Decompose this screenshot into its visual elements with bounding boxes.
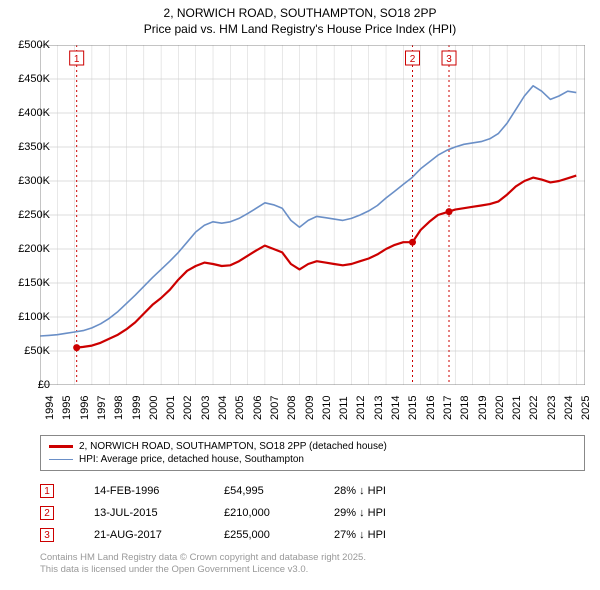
x-tick-label: 1999 — [131, 396, 143, 420]
x-tick-label: 2005 — [234, 396, 246, 420]
sale-price: £54,995 — [224, 485, 334, 497]
legend: 2, NORWICH ROAD, SOUTHAMPTON, SO18 2PP (… — [40, 435, 585, 471]
x-tick-label: 2011 — [338, 396, 350, 420]
x-tick-label: 1997 — [96, 396, 108, 420]
legend-swatch — [49, 459, 73, 461]
y-tick-label: £400K — [5, 107, 50, 119]
x-tick-label: 2004 — [217, 396, 229, 420]
x-tick-label: 2002 — [182, 396, 194, 420]
y-tick-label: £250K — [5, 209, 50, 221]
x-tick-label: 2007 — [269, 396, 281, 420]
x-tick-label: 1995 — [61, 396, 73, 420]
y-tick-label: £200K — [5, 243, 50, 255]
sale-marker-icon: 2 — [40, 506, 54, 520]
legend-label: HPI: Average price, detached house, Sout… — [79, 454, 304, 465]
x-tick-label: 2021 — [511, 396, 523, 420]
x-tick-label: 2013 — [373, 396, 385, 420]
table-row: 2 13-JUL-2015 £210,000 29% ↓ HPI — [40, 502, 434, 524]
x-tick-label: 2016 — [425, 396, 437, 420]
svg-text:1: 1 — [74, 54, 80, 65]
footer-line-2: This data is licensed under the Open Gov… — [40, 564, 308, 575]
x-tick-label: 2017 — [442, 396, 454, 420]
x-tick-label: 2020 — [494, 396, 506, 420]
footer-attribution: Contains HM Land Registry data © Crown c… — [40, 552, 366, 577]
x-tick-label: 2023 — [546, 396, 558, 420]
y-tick-label: £300K — [5, 175, 50, 187]
title-line-2: Price paid vs. HM Land Registry's House … — [144, 22, 456, 36]
x-tick-label: 1996 — [79, 396, 91, 420]
sale-price: £210,000 — [224, 507, 334, 519]
legend-item: HPI: Average price, detached house, Sout… — [49, 453, 576, 466]
x-tick-label: 2022 — [528, 396, 540, 420]
y-tick-label: £100K — [5, 311, 50, 323]
x-tick-label: 2024 — [563, 396, 575, 420]
svg-text:2: 2 — [410, 54, 416, 65]
footer-line-1: Contains HM Land Registry data © Crown c… — [40, 552, 366, 563]
x-tick-label: 2010 — [321, 396, 333, 420]
sale-pct: 28% ↓ HPI — [334, 485, 434, 497]
x-tick-label: 2003 — [200, 396, 212, 420]
x-tick-label: 2008 — [286, 396, 298, 420]
x-tick-label: 2014 — [390, 396, 402, 420]
sale-marker-icon: 3 — [40, 528, 54, 542]
title-line-1: 2, NORWICH ROAD, SOUTHAMPTON, SO18 2PP — [164, 6, 437, 20]
sale-pct: 29% ↓ HPI — [334, 507, 434, 519]
x-tick-label: 2025 — [580, 396, 592, 420]
sale-date: 13-JUL-2015 — [94, 507, 224, 519]
y-tick-label: £500K — [5, 39, 50, 51]
table-row: 3 21-AUG-2017 £255,000 27% ↓ HPI — [40, 524, 434, 546]
legend-item: 2, NORWICH ROAD, SOUTHAMPTON, SO18 2PP (… — [49, 440, 576, 453]
x-tick-label: 2000 — [148, 396, 160, 420]
x-tick-label: 2018 — [459, 396, 471, 420]
sale-date: 14-FEB-1996 — [94, 485, 224, 497]
y-tick-label: £150K — [5, 277, 50, 289]
sale-marker-icon: 1 — [40, 484, 54, 498]
y-tick-label: £0 — [5, 379, 50, 391]
chart-svg: 1 2 3 — [40, 45, 585, 385]
x-tick-label: 1994 — [44, 396, 56, 420]
svg-text:3: 3 — [446, 54, 452, 65]
x-tick-label: 2015 — [407, 396, 419, 420]
legend-swatch — [49, 445, 73, 447]
chart-title: 2, NORWICH ROAD, SOUTHAMPTON, SO18 2PP P… — [0, 0, 600, 37]
sale-pct: 27% ↓ HPI — [334, 529, 434, 541]
x-tick-label: 1998 — [113, 396, 125, 420]
x-tick-label: 2019 — [477, 396, 489, 420]
y-tick-label: £50K — [5, 345, 50, 357]
x-tick-label: 2001 — [165, 396, 177, 420]
y-tick-label: £450K — [5, 73, 50, 85]
sale-date: 21-AUG-2017 — [94, 529, 224, 541]
sales-table: 1 14-FEB-1996 £54,995 28% ↓ HPI 2 13-JUL… — [40, 480, 434, 546]
sale-price: £255,000 — [224, 529, 334, 541]
x-tick-label: 2009 — [304, 396, 316, 420]
chart-plot-area: 1 2 3 — [40, 45, 585, 385]
chart-container: 2, NORWICH ROAD, SOUTHAMPTON, SO18 2PP P… — [0, 0, 600, 590]
table-row: 1 14-FEB-1996 £54,995 28% ↓ HPI — [40, 480, 434, 502]
legend-label: 2, NORWICH ROAD, SOUTHAMPTON, SO18 2PP (… — [79, 441, 387, 452]
x-tick-label: 2012 — [355, 396, 367, 420]
y-tick-label: £350K — [5, 141, 50, 153]
x-tick-label: 2006 — [252, 396, 264, 420]
